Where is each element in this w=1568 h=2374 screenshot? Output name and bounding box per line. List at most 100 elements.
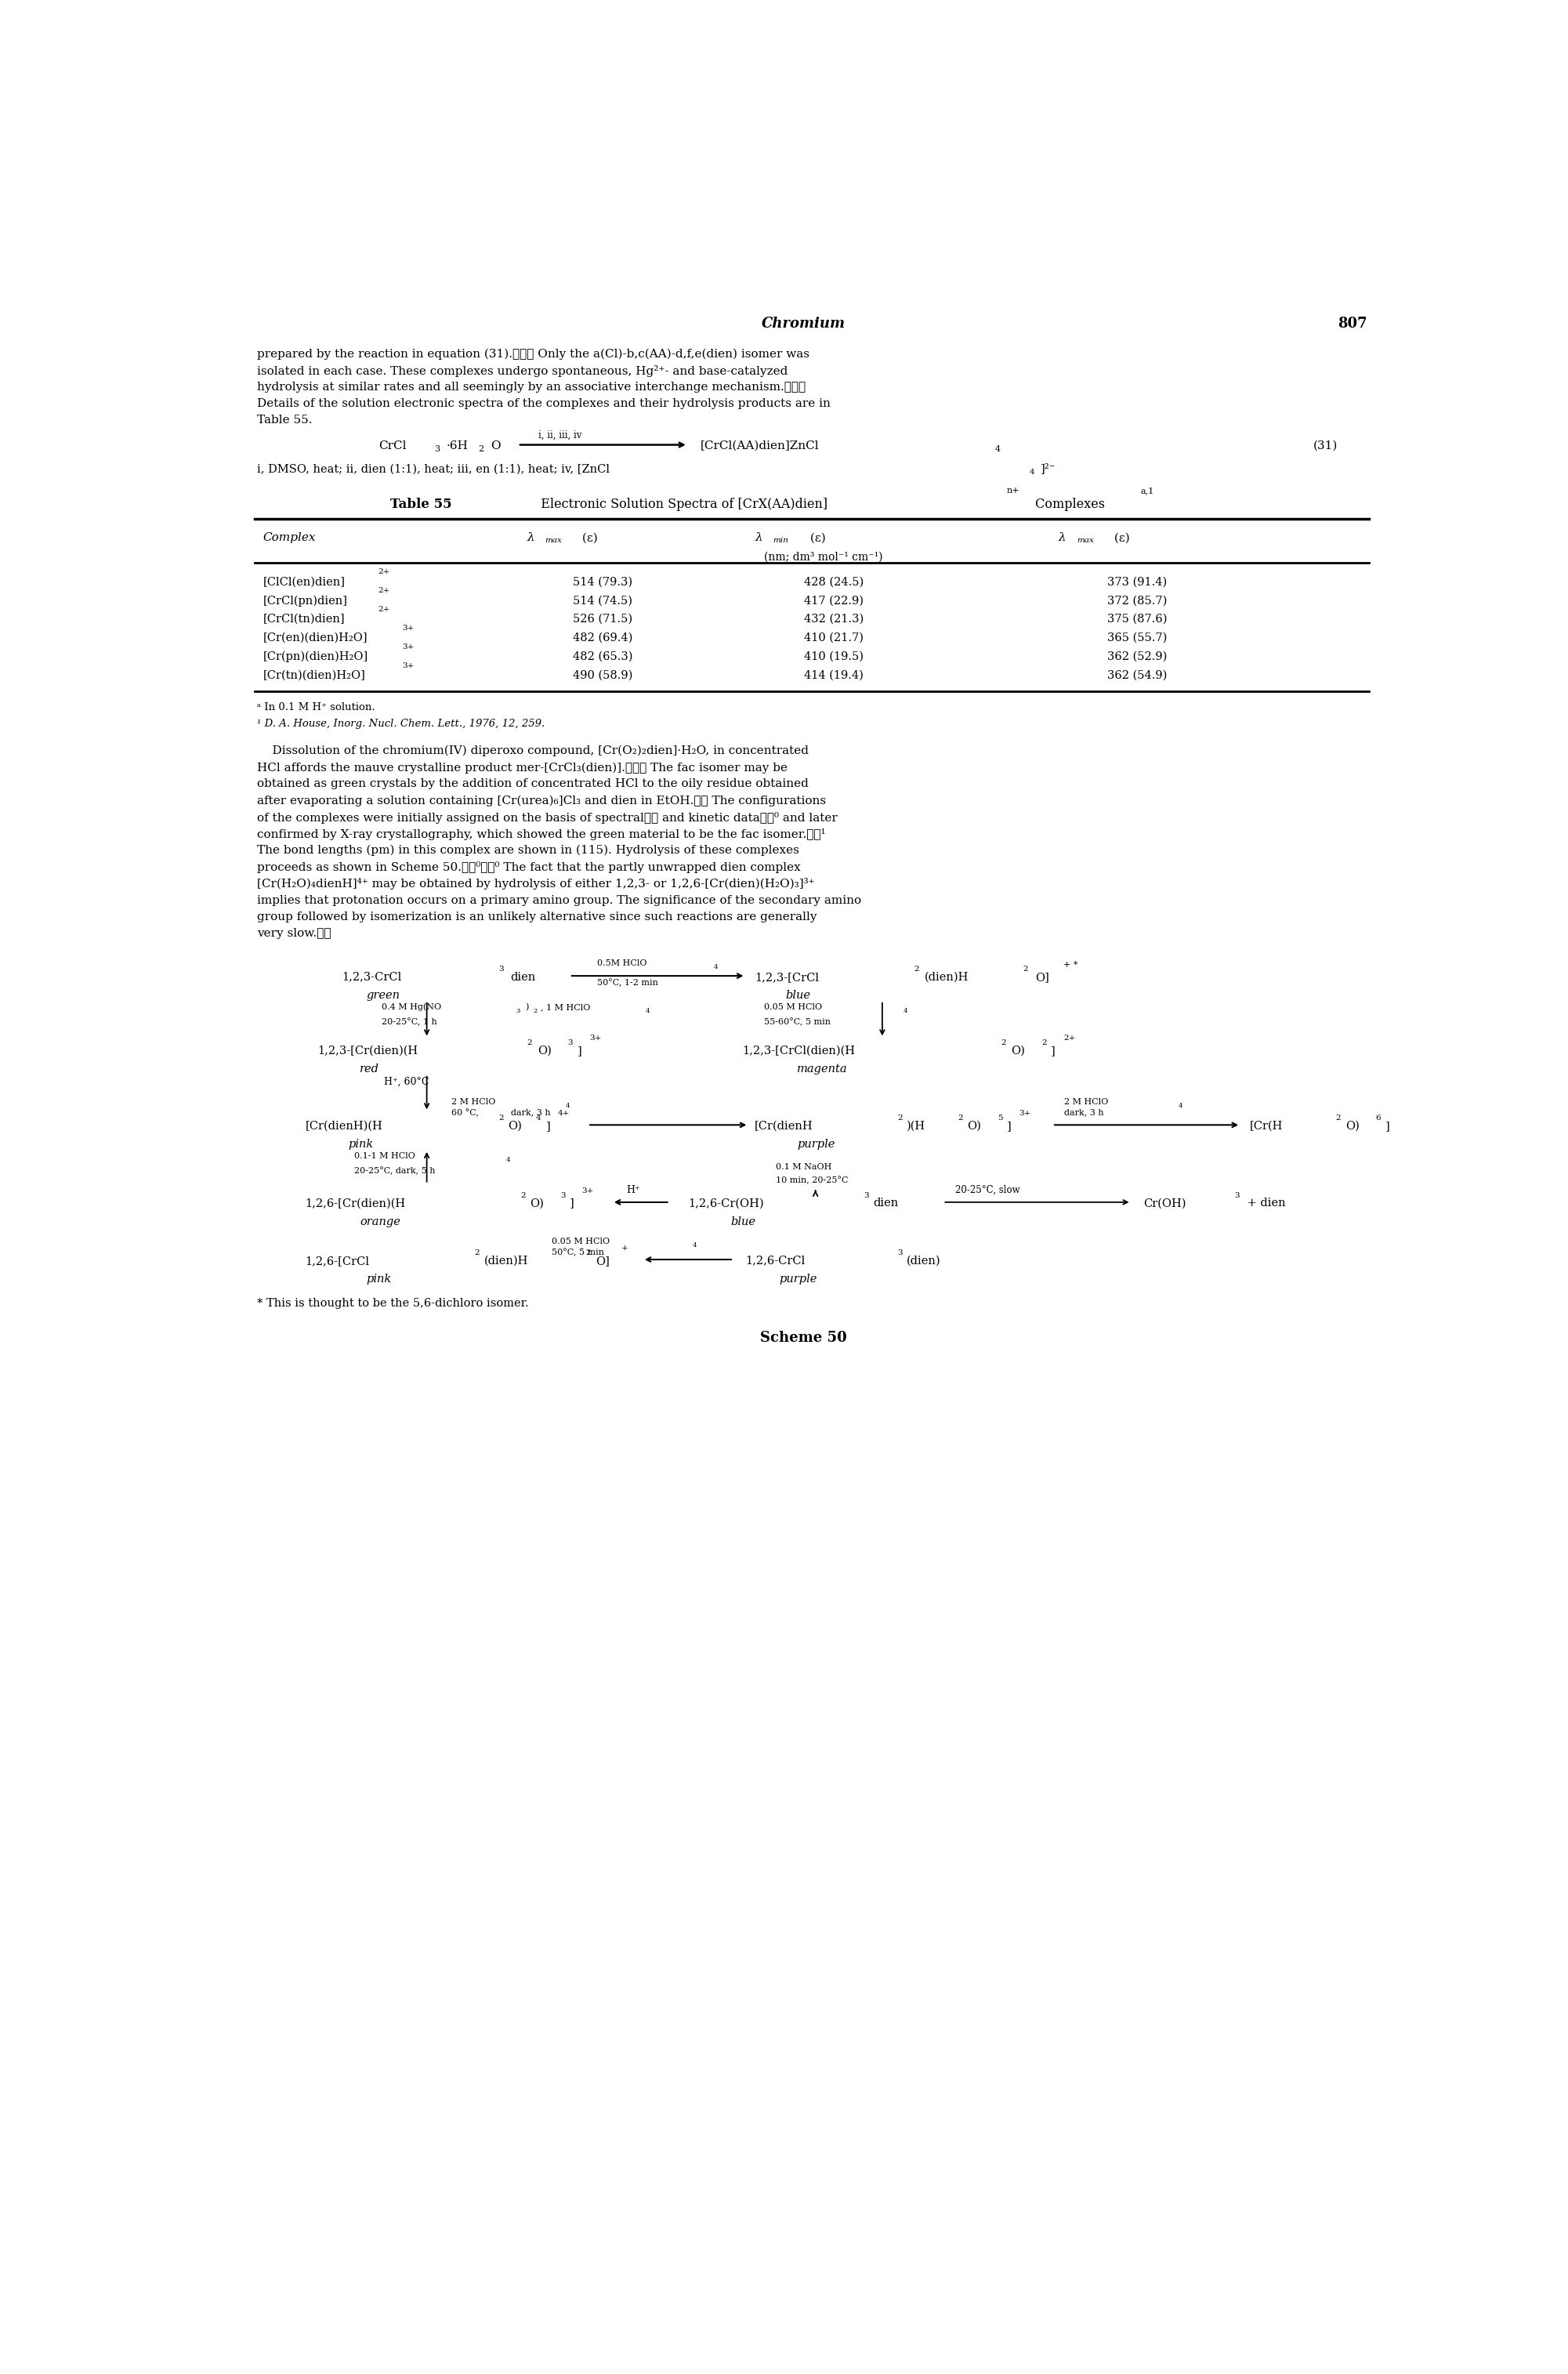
Text: λ: λ — [754, 532, 762, 544]
Text: Complexes: Complexes — [1032, 496, 1105, 510]
Text: 2+: 2+ — [378, 586, 389, 594]
Text: (ε): (ε) — [1110, 532, 1129, 544]
Text: 417 (22.9): 417 (22.9) — [804, 596, 864, 605]
Text: 10 min, 20-25°C: 10 min, 20-25°C — [776, 1175, 848, 1185]
Text: Table 55.: Table 55. — [257, 415, 312, 425]
Text: 20-25°C, 1 h: 20-25°C, 1 h — [381, 1018, 436, 1026]
Text: 3: 3 — [864, 1192, 869, 1199]
Text: ¹ D. A. House, Inorg. Nucl. Chem. Lett., 1976, 12, 259.: ¹ D. A. House, Inorg. Nucl. Chem. Lett.,… — [257, 719, 544, 729]
Text: 4: 4 — [506, 1156, 510, 1163]
Text: 375 (87.6): 375 (87.6) — [1107, 615, 1167, 624]
Text: Chromium: Chromium — [762, 316, 845, 330]
Text: O): O) — [1345, 1121, 1359, 1132]
Text: H⁺, 60°C: H⁺, 60°C — [384, 1078, 430, 1087]
Text: 482 (65.3): 482 (65.3) — [572, 650, 633, 662]
Text: 2: 2 — [914, 966, 919, 973]
Text: [Cr(dienH)(H: [Cr(dienH)(H — [306, 1121, 383, 1132]
Text: 2: 2 — [1024, 966, 1029, 973]
Text: pink: pink — [365, 1272, 392, 1284]
Text: O): O) — [538, 1045, 552, 1056]
Text: 3+: 3+ — [1019, 1111, 1030, 1116]
Text: pink: pink — [348, 1140, 373, 1149]
Text: [CrCl(AA)dien]ZnCl: [CrCl(AA)dien]ZnCl — [699, 442, 818, 451]
Text: [CrCl(tn)dien]: [CrCl(tn)dien] — [263, 615, 345, 624]
Text: O): O) — [1011, 1045, 1025, 1056]
Text: ᵃ In 0.1 M H⁺ solution.: ᵃ In 0.1 M H⁺ solution. — [257, 703, 375, 712]
Text: implies that protonation occurs on a primary amino group. The significance of th: implies that protonation occurs on a pri… — [257, 895, 861, 907]
Text: 6: 6 — [1375, 1116, 1380, 1123]
Text: [Cr(H₂O)₄dienH]⁴⁺ may be obtained by hydrolysis of either 1,2,3- or 1,2,6-[Cr(di: [Cr(H₂O)₄dienH]⁴⁺ may be obtained by hyd… — [257, 878, 814, 890]
Text: [Cr(dienH: [Cr(dienH — [754, 1121, 814, 1132]
Text: 55-60°C, 5 min: 55-60°C, 5 min — [764, 1018, 831, 1026]
Text: i, DMSO, heat; ii, dien (1:1), heat; iii, en (1:1), heat; iv, [ZnCl: i, DMSO, heat; ii, dien (1:1), heat; iii… — [257, 463, 610, 475]
Text: Electronic Solution Spectra of [CrX(AA)dien]: Electronic Solution Spectra of [CrX(AA)d… — [533, 496, 828, 510]
Text: blue: blue — [786, 990, 811, 1002]
Text: 2 M HClO: 2 M HClO — [1065, 1097, 1109, 1106]
Text: orange: orange — [361, 1215, 400, 1227]
Text: [ClCl(en)dien]: [ClCl(en)dien] — [263, 577, 345, 586]
Text: (ε): (ε) — [579, 532, 597, 544]
Text: 4: 4 — [536, 1116, 541, 1123]
Text: O): O) — [530, 1199, 544, 1208]
Text: 2+: 2+ — [378, 605, 389, 612]
Text: dien: dien — [873, 1199, 898, 1208]
Text: min: min — [773, 537, 789, 544]
Text: 0.05 M HClO: 0.05 M HClO — [552, 1237, 610, 1244]
Text: group followed by isomerization is an unlikely alternative since such reactions : group followed by isomerization is an un… — [257, 912, 817, 921]
Text: ]: ] — [569, 1199, 574, 1208]
Text: Details of the solution electronic spectra of the complexes and their hydrolysis: Details of the solution electronic spect… — [257, 399, 829, 408]
Text: +: + — [621, 1244, 627, 1251]
Text: dien: dien — [511, 971, 536, 983]
Text: 2+: 2+ — [1063, 1035, 1076, 1042]
Text: n+: n+ — [1007, 487, 1019, 494]
Text: 410 (21.7): 410 (21.7) — [804, 631, 864, 643]
Text: max: max — [1077, 537, 1094, 544]
Text: 432 (21.3): 432 (21.3) — [804, 615, 864, 624]
Text: 2: 2 — [521, 1192, 527, 1199]
Text: * This is thought to be the 5,6-dichloro isomer.: * This is thought to be the 5,6-dichloro… — [257, 1299, 528, 1308]
Text: Cr(OH): Cr(OH) — [1143, 1199, 1185, 1208]
Text: isolated in each case. These complexes undergo spontaneous, Hg²⁺- and base-catal: isolated in each case. These complexes u… — [257, 366, 787, 377]
Text: + *: + * — [1063, 961, 1077, 969]
Text: 2: 2 — [527, 1040, 532, 1047]
Text: O): O) — [508, 1121, 522, 1132]
Text: 4: 4 — [1179, 1102, 1182, 1109]
Text: [Cr(H: [Cr(H — [1250, 1121, 1283, 1132]
Text: ]²⁻: ]²⁻ — [1040, 463, 1055, 475]
Text: 4: 4 — [713, 964, 718, 971]
Text: H⁺: H⁺ — [626, 1185, 640, 1194]
Text: [CrCl(pn)dien]: [CrCl(pn)dien] — [263, 596, 348, 605]
Text: 20-25°C, slow: 20-25°C, slow — [955, 1185, 1019, 1194]
Text: 4: 4 — [564, 1102, 569, 1109]
Text: ): ) — [525, 1004, 528, 1011]
Text: of the complexes were initially assigned on the basis of spectral⑤⑩ and kinetic : of the complexes were initially assigned… — [257, 812, 837, 824]
Text: 3+: 3+ — [590, 1035, 602, 1042]
Text: O]: O] — [1035, 971, 1049, 983]
Text: 1,2,3-[Cr(dien)(H: 1,2,3-[Cr(dien)(H — [317, 1045, 417, 1056]
Text: green: green — [365, 990, 400, 1002]
Text: 5: 5 — [997, 1116, 1004, 1123]
Text: 3: 3 — [897, 1249, 903, 1256]
Text: (ε): (ε) — [806, 532, 826, 544]
Text: 60 °C,: 60 °C, — [452, 1109, 478, 1118]
Text: (dien): (dien) — [906, 1256, 941, 1265]
Text: 3: 3 — [568, 1040, 572, 1047]
Text: 0.5M HClO: 0.5M HClO — [597, 959, 646, 969]
Text: )(H: )(H — [906, 1121, 925, 1132]
Text: i, ii, iii, iv: i, ii, iii, iv — [539, 430, 582, 442]
Text: 362 (52.9): 362 (52.9) — [1107, 650, 1167, 662]
Text: 0.4 M Hg(NO: 0.4 M Hg(NO — [381, 1004, 441, 1011]
Text: 1,2,6-[Cr(dien)(H: 1,2,6-[Cr(dien)(H — [306, 1199, 406, 1208]
Text: 514 (74.5): 514 (74.5) — [574, 596, 632, 605]
Text: 4+: 4+ — [557, 1111, 569, 1116]
Text: 807: 807 — [1338, 316, 1367, 330]
Text: blue: blue — [731, 1215, 756, 1227]
Text: 365 (55.7): 365 (55.7) — [1107, 631, 1167, 643]
Text: proceeds as shown in Scheme 50.⑤⑨⁰⑤⑧⁰ The fact that the partly unwrapped dien co: proceeds as shown in Scheme 50.⑤⑨⁰⑤⑧⁰ Th… — [257, 862, 800, 874]
Text: purple: purple — [797, 1140, 836, 1149]
Text: O]: O] — [596, 1256, 610, 1265]
Text: 526 (71.5): 526 (71.5) — [572, 615, 633, 624]
Text: 50°C, 5 min: 50°C, 5 min — [552, 1249, 604, 1256]
Text: 2: 2 — [958, 1116, 963, 1123]
Text: [Cr(en)(dien)H₂O]: [Cr(en)(dien)H₂O] — [263, 631, 367, 643]
